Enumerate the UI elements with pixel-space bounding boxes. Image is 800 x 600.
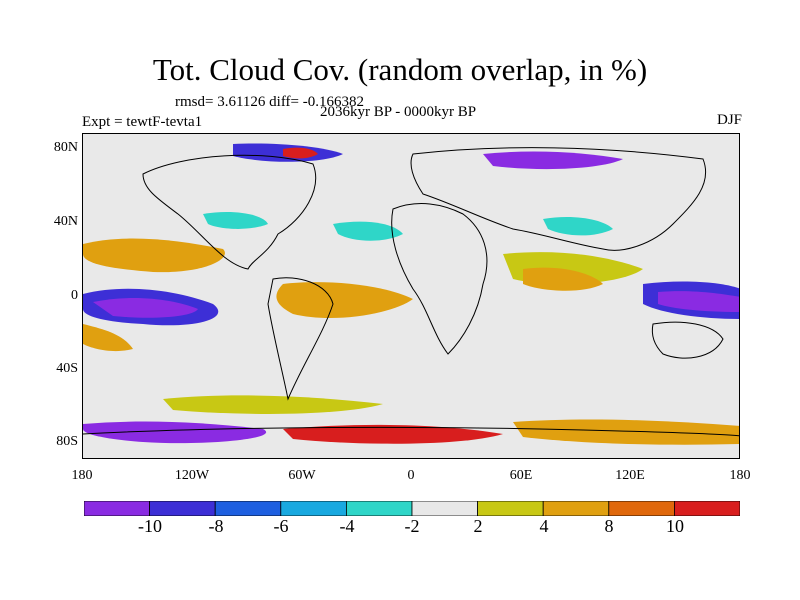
y-label-80n: 80N xyxy=(53,140,78,155)
coastlines xyxy=(83,147,739,437)
y-label-40s: 40S xyxy=(56,361,78,376)
colorbar-label: -2 xyxy=(404,516,420,536)
colorbar-label: -6 xyxy=(273,516,289,536)
colorbar-swatch xyxy=(542,501,610,516)
colorbar-swatch xyxy=(214,501,282,516)
colorbar-label: 10 xyxy=(666,516,684,536)
colorbar-label: 8 xyxy=(604,516,614,536)
x-label-60e: 60E xyxy=(509,468,533,483)
x-label-120e: 120E xyxy=(615,468,645,483)
colorbar-swatch xyxy=(280,501,347,516)
colorbar-label: 4 xyxy=(539,516,549,536)
colorbar-label: -4 xyxy=(339,516,355,536)
stats-line: rmsd= 3.61126 diff= -0.166382 xyxy=(175,94,364,110)
x-label-120w: 120W xyxy=(174,468,210,483)
colorbar-label: -10 xyxy=(138,516,162,536)
x-label-180w: 180 xyxy=(71,468,93,483)
x-label-0: 0 xyxy=(407,468,415,483)
period-label: 2036kyr BP - 0000kyr BP xyxy=(320,104,477,120)
colorbar-swatch xyxy=(411,501,478,516)
x-label-60w: 60W xyxy=(288,468,316,483)
y-label-40n: 40N xyxy=(53,214,78,229)
y-label-0: 0 xyxy=(71,288,78,303)
chart-title: Tot. Cloud Cov. (random overlap, in %) xyxy=(152,52,648,87)
colorbar-swatch xyxy=(477,501,544,516)
colorbar-label: -8 xyxy=(208,516,224,536)
season-label: DJF xyxy=(716,112,742,128)
anomaly-patches xyxy=(83,143,739,445)
experiment-label: Expt = tewtF-tevta1 xyxy=(82,114,203,130)
colorbar xyxy=(84,501,740,516)
colorbar-label: 2 xyxy=(473,516,483,536)
map-panel xyxy=(82,133,740,459)
colorbar-swatch xyxy=(345,501,413,516)
map-plot xyxy=(83,134,739,458)
colorbar-swatch xyxy=(84,501,150,516)
colorbar-swatch xyxy=(608,501,675,516)
y-label-80s: 80S xyxy=(56,434,78,449)
x-label-180e: 180 xyxy=(729,468,751,483)
colorbar-swatch xyxy=(149,501,216,516)
colorbar-swatch xyxy=(674,501,740,516)
